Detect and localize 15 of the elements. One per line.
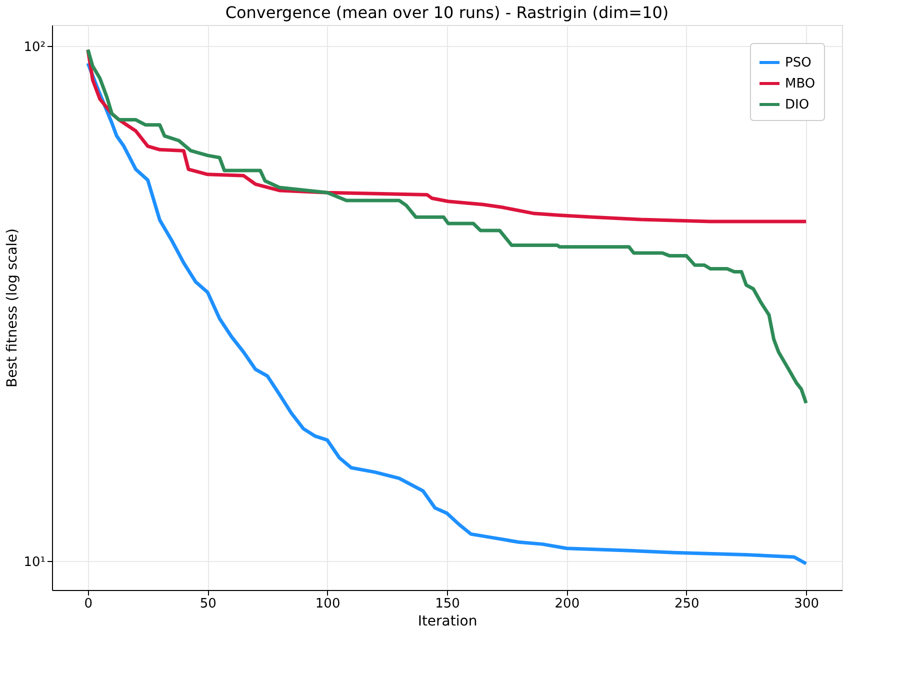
chart-title: Convergence (mean over 10 runs) - Rastrigin (dim=10) [225,3,669,22]
legend-label: MBO [785,76,816,92]
x-tick-label: 150 [435,596,460,612]
x-tick-label: 300 [794,596,820,612]
y-tick-label: 10¹ [24,554,46,570]
x-tick-label: 0 [84,596,93,612]
x-tick-label: 100 [315,596,340,612]
legend-label: DIO [785,98,810,112]
x-tick-label: 200 [554,596,580,612]
y-axis-title: Best fitness (log scale) [4,228,21,388]
x-axis-title: Iteration [418,614,478,630]
y-tick-label: 10² [24,40,46,55]
x-tick-label: 50 [200,596,216,612]
legend-label: PSO [785,56,812,70]
x-tick-label: 250 [674,596,700,612]
